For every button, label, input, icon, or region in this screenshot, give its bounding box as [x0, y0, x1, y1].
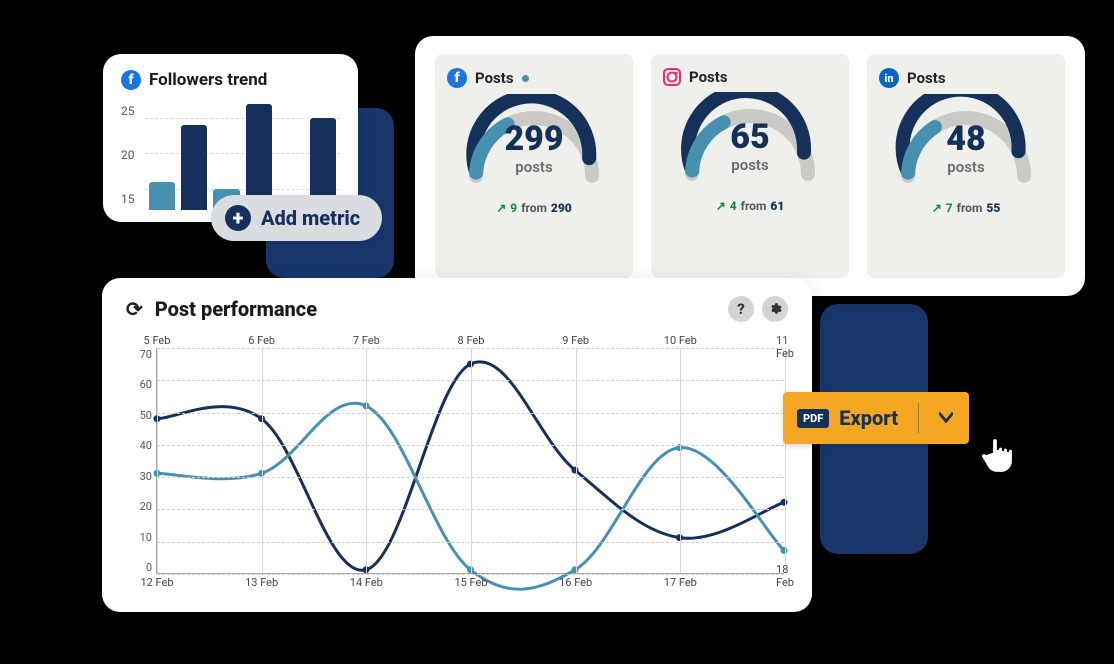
- help-button[interactable]: ?: [728, 296, 754, 322]
- x-axis-label: 5 Feb: [144, 334, 171, 347]
- add-metric-label: Add metric: [261, 206, 360, 230]
- export-dropdown-toggle[interactable]: [923, 409, 969, 428]
- data-point: [781, 547, 788, 554]
- x-axis-label: 9 Feb: [562, 334, 589, 347]
- facebook-icon: f: [121, 70, 141, 90]
- followers-trend-title: Followers trend: [149, 70, 267, 90]
- posts-card-title: Posts: [907, 69, 946, 87]
- posts-card-title: Posts: [689, 68, 728, 86]
- gauge-unit: posts: [675, 156, 825, 174]
- gauge-value: 299: [459, 122, 609, 156]
- arrow-up-icon: ↗: [716, 199, 726, 213]
- instagram-icon: [663, 68, 681, 86]
- gauge-unit: posts: [891, 158, 1041, 176]
- followers-bar-chart: 252015: [121, 98, 340, 210]
- gear-icon: [768, 302, 782, 316]
- gauge: 65 posts: [675, 92, 825, 187]
- plus-icon: +: [225, 205, 251, 231]
- add-metric-button[interactable]: + Add metric: [211, 195, 382, 241]
- arrow-up-icon: ↗: [496, 201, 506, 215]
- gauge: 299 posts: [459, 94, 609, 189]
- x-axis-label: 13 Feb: [245, 576, 278, 589]
- bar: [181, 125, 207, 210]
- indicator-dot: [522, 75, 529, 82]
- posts-card-instagram: Posts 65 posts ↗ 4 from 61: [651, 54, 849, 278]
- x-axis-label: 16 Feb: [559, 576, 592, 589]
- x-axis-label: 14 Feb: [350, 576, 383, 589]
- posts-card-title: Posts: [475, 69, 514, 87]
- data-point: [781, 499, 788, 506]
- chevron-down-icon: [939, 410, 953, 424]
- export-label: Export: [839, 406, 914, 430]
- post-performance-title: Post performance: [155, 297, 317, 321]
- gauge-value: 48: [891, 122, 1041, 156]
- posts-panel: f Posts 299 posts ↗ 9 from 290 Posts 65 posts ↗ …: [415, 36, 1085, 296]
- x-axis-label: 7 Feb: [353, 334, 380, 347]
- x-axis-label: 18 Feb: [776, 563, 794, 589]
- export-button[interactable]: PDF Export: [783, 392, 969, 444]
- gauge: 48 posts: [891, 94, 1041, 189]
- x-axis-label: 11 Feb: [776, 334, 794, 360]
- posts-card-facebook: f Posts 299 posts ↗ 9 from 290: [435, 54, 633, 278]
- x-axis-label: 12 Feb: [140, 576, 173, 589]
- delta-text: ↗ 4 from 61: [716, 199, 785, 213]
- divider: [918, 403, 919, 433]
- cursor-hand-icon: [974, 428, 1024, 478]
- analytics-icon: ⟳: [126, 297, 143, 321]
- post-performance-chart: 706050403020100 5 Feb12 Feb6 Feb13 Feb7 …: [126, 334, 788, 592]
- post-performance-card: ⟳ Post performance ? 706050403020100 5 F…: [102, 278, 812, 612]
- facebook-icon: f: [447, 68, 467, 88]
- linkedin-icon: in: [879, 68, 899, 88]
- arrow-up-icon: ↗: [932, 201, 942, 215]
- x-axis-label: 6 Feb: [248, 334, 275, 347]
- delta-text: ↗ 7 from 55: [932, 201, 1001, 215]
- posts-card-linkedin: in Posts 48 posts ↗ 7 from 55: [867, 54, 1065, 278]
- x-axis-label: 15 Feb: [454, 576, 487, 589]
- x-axis-label: 17 Feb: [664, 576, 697, 589]
- pdf-badge: PDF: [797, 409, 829, 428]
- gauge-unit: posts: [459, 158, 609, 176]
- bar: [149, 182, 175, 210]
- settings-button[interactable]: [762, 296, 788, 322]
- x-axis-label: 8 Feb: [458, 334, 485, 347]
- gauge-value: 65: [675, 120, 825, 154]
- x-axis-label: 10 Feb: [664, 334, 697, 347]
- delta-text: ↗ 9 from 290: [496, 201, 572, 215]
